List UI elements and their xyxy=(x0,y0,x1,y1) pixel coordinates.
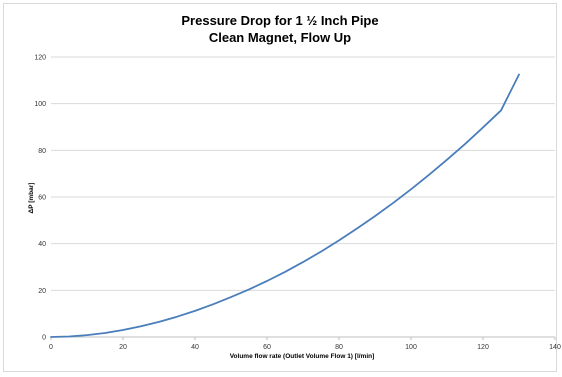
y-tick-label: 60 xyxy=(38,195,46,202)
x-tick-label: 120 xyxy=(477,344,489,351)
axis-layer xyxy=(51,337,555,340)
y-tick-label: 20 xyxy=(38,288,46,295)
y-axis-title: ΔP [mbar] xyxy=(28,183,35,214)
tick-label-layer: 0 20 40 60 80 100 120 0 20 40 60 80 100 120 140 xyxy=(34,55,561,352)
x-tick-label: 0 xyxy=(49,344,53,351)
x-tick-label: 40 xyxy=(191,344,199,351)
x-axis-title: Volume flow rate (Outlet Volume Flow 1) … xyxy=(230,353,375,360)
y-tick-label: 80 xyxy=(38,148,46,155)
y-tick-label: 120 xyxy=(34,55,46,62)
x-tick-label: 80 xyxy=(335,344,343,351)
y-tick-label: 100 xyxy=(34,101,46,108)
x-tick-label: 20 xyxy=(119,344,127,351)
x-tick-label: 60 xyxy=(263,344,271,351)
series-layer xyxy=(51,75,519,338)
y-tick-label: 40 xyxy=(38,241,46,248)
series-line-0 xyxy=(51,75,519,338)
x-tick-label: 140 xyxy=(549,344,561,351)
y-tick-label: 0 xyxy=(42,335,46,342)
x-tick-label: 100 xyxy=(405,344,417,351)
grid-layer xyxy=(51,57,555,337)
